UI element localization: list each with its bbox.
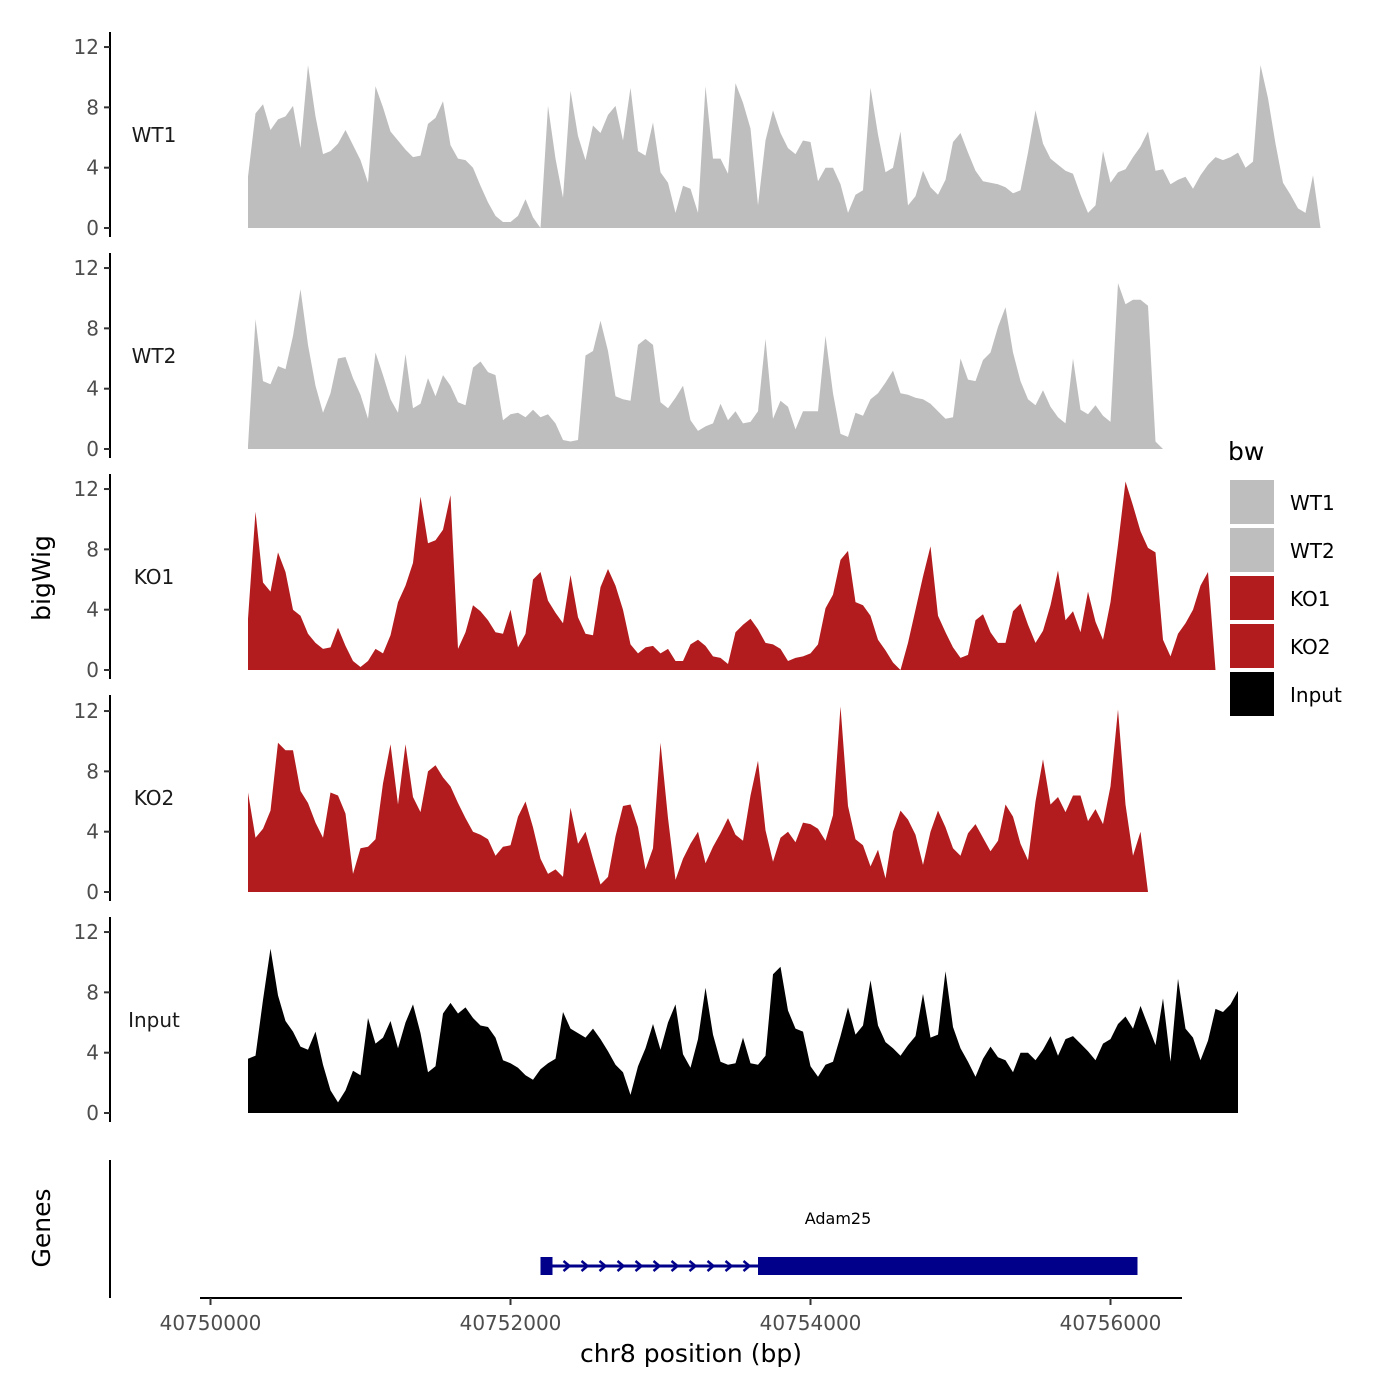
track-wt1: WT1 <box>109 32 1321 237</box>
x-tick-label: 40752000 <box>460 1311 562 1335</box>
legend-swatch-wt2 <box>1230 528 1274 572</box>
area-ko2 <box>248 706 1148 892</box>
area-input <box>248 948 1238 1113</box>
x-tick-label: 40750000 <box>160 1311 262 1335</box>
y-tick-label: 8 <box>86 980 99 1004</box>
y-tick-label: 12 <box>74 920 99 944</box>
y-tick-label: 8 <box>86 537 99 561</box>
y-tick-label: 12 <box>74 35 99 59</box>
y-tick-label: 4 <box>86 156 99 180</box>
strand-arrow <box>616 1260 626 1272</box>
legend-label-ko1: KO1 <box>1290 587 1331 611</box>
x-axis-title: chr8 position (bp) <box>580 1339 802 1368</box>
y-tick-label: 4 <box>86 820 99 844</box>
area-wt1 <box>248 65 1321 228</box>
y-tick-labels: 0 4 8 12 0 4 8 12 0 4 8 12 0 4 8 12 0 4 8 12 <box>74 35 110 1125</box>
x-tick-label: 40756000 <box>1060 1311 1162 1335</box>
y-tick-label: 8 <box>86 95 99 119</box>
gene-exon <box>758 1257 1138 1275</box>
y-tick-label: 0 <box>86 1101 99 1125</box>
y-tick-label: 4 <box>86 598 99 622</box>
strand-arrow <box>724 1260 734 1272</box>
strand-arrow <box>562 1260 572 1272</box>
legend-title: bw <box>1228 437 1264 466</box>
legend-label-input: Input <box>1290 683 1342 707</box>
y-axis-title: bigWig <box>27 535 56 621</box>
strand-arrow <box>634 1260 644 1272</box>
y-tick-label: 0 <box>86 880 99 904</box>
y-tick-label: 12 <box>74 699 99 723</box>
track-label-input: Input <box>128 1008 180 1032</box>
track-label-wt1: WT1 <box>132 123 177 147</box>
track-ko1: KO1 <box>109 474 1216 679</box>
track-wt2: WT2 <box>109 253 1163 458</box>
x-axis: 40750000 40752000 40754000 40756000 <box>160 1297 1182 1335</box>
legend-swatch-ko2 <box>1230 624 1274 668</box>
y-tick-label: 0 <box>86 216 99 240</box>
y-tick-label: 0 <box>86 658 99 682</box>
gene-label: Adam25 <box>805 1209 872 1228</box>
legend-label-ko2: KO2 <box>1290 635 1331 659</box>
legend-label-wt2: WT2 <box>1290 539 1335 563</box>
bigwig-tracks: WT1 WT2 KO1 KO2 Input <box>109 32 1321 1122</box>
x-tick-label: 40754000 <box>760 1311 862 1335</box>
y-tick-label: 4 <box>86 1041 99 1065</box>
track-ko2: KO2 <box>109 695 1148 901</box>
legend-swatch-ko1 <box>1230 576 1274 620</box>
strand-arrow <box>598 1260 608 1272</box>
strand-arrow <box>742 1260 752 1272</box>
genes-axis-title: Genes <box>27 1188 56 1267</box>
strand-arrow <box>670 1260 680 1272</box>
strand-arrow <box>706 1260 716 1272</box>
y-tick-label: 8 <box>86 316 99 340</box>
strand-arrow <box>652 1260 662 1272</box>
track-label-ko2: KO2 <box>134 786 175 810</box>
y-tick-label: 12 <box>74 477 99 501</box>
legend-swatch-input <box>1230 672 1274 716</box>
y-tick-label: 0 <box>86 437 99 461</box>
y-tick-label: 8 <box>86 759 99 783</box>
track-label-ko1: KO1 <box>134 565 175 589</box>
area-wt2 <box>248 283 1163 449</box>
strand-arrow <box>688 1260 698 1272</box>
legend-swatch-wt1 <box>1230 480 1274 524</box>
gene-exon <box>540 1257 553 1275</box>
legend: bw WT1 WT2 KO1 KO2 Input <box>1228 437 1342 716</box>
legend-label-wt1: WT1 <box>1290 491 1335 515</box>
track-label-wt2: WT2 <box>132 344 177 368</box>
gene-track: Adam25 <box>109 1160 1138 1298</box>
y-tick-label: 4 <box>86 377 99 401</box>
track-input: Input <box>109 917 1238 1122</box>
y-tick-label: 12 <box>74 256 99 280</box>
area-ko1 <box>248 481 1216 670</box>
strand-arrow <box>580 1260 590 1272</box>
